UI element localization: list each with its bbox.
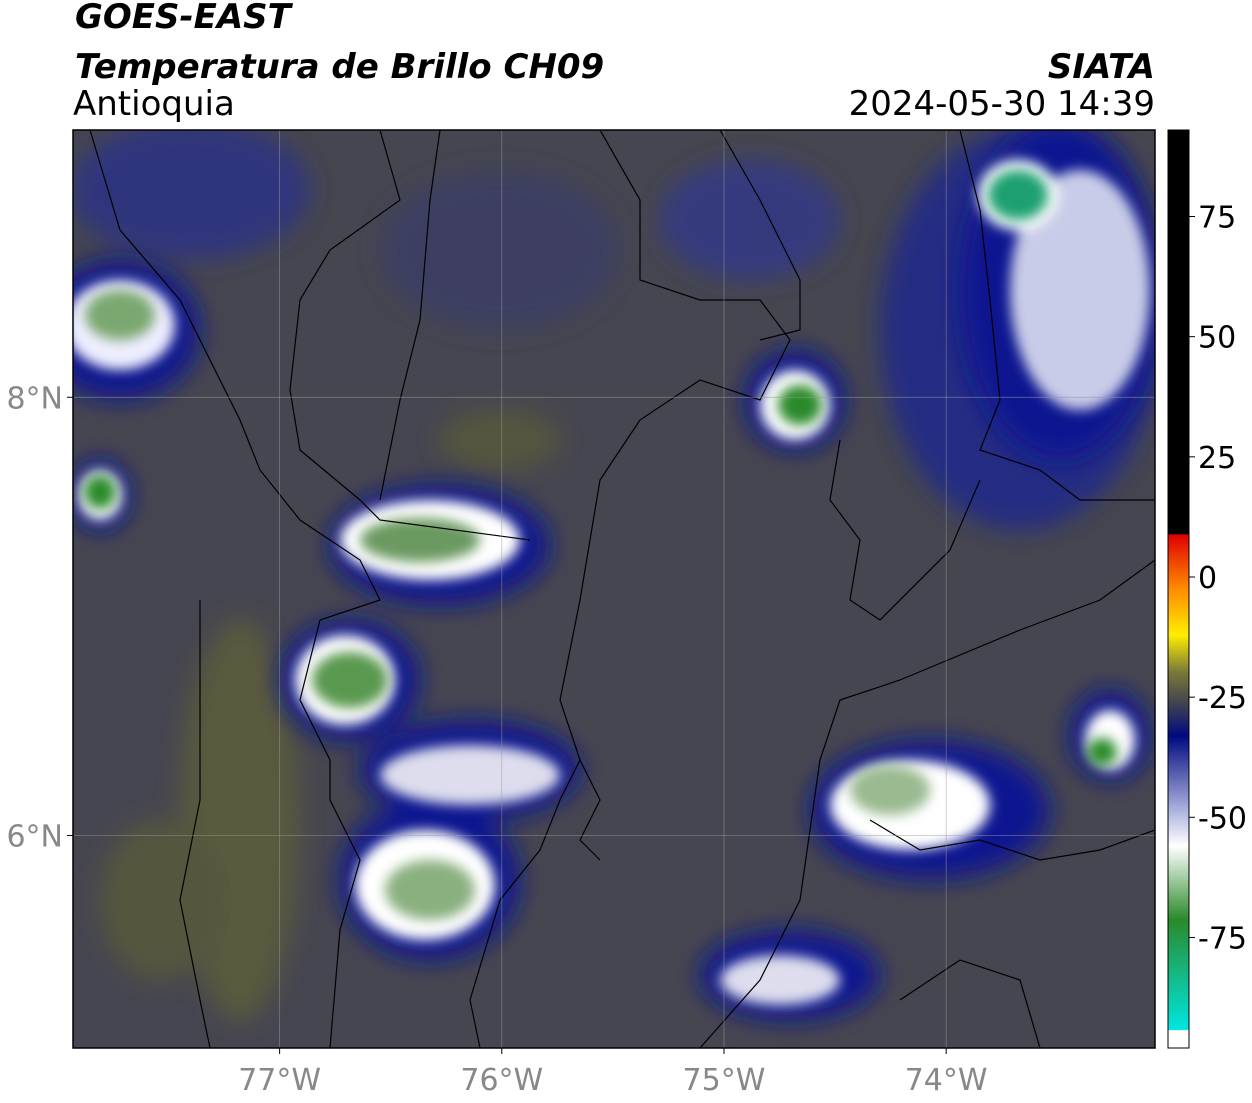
colorbar-tick-label: -50 [1198, 801, 1247, 836]
colorbar-tick-label: 50 [1198, 321, 1236, 356]
map-frame [72, 129, 1156, 1049]
y-tick-label: 8°N [6, 381, 63, 416]
colorbar-tick-label: 25 [1198, 441, 1236, 476]
colorbar-tick-label: -75 [1198, 921, 1247, 956]
colorbar-tick-label: 0 [1198, 561, 1217, 596]
region: Antioquia [73, 84, 235, 124]
colorbar-tick-label: 75 [1198, 201, 1236, 236]
source: SIATA [1048, 47, 1155, 87]
y-tick-label: 6°N [6, 819, 63, 854]
x-tick-label: 74°W [905, 1063, 988, 1098]
title: GOES-EAST [75, 0, 294, 37]
colorbar-tick-label: -25 [1198, 681, 1247, 716]
x-tick-label: 77°W [238, 1063, 321, 1098]
datetime: 2024-05-30 14:39 [849, 84, 1155, 124]
x-tick-label: 75°W [683, 1063, 766, 1098]
boundaries [89, 130, 1155, 1048]
x-tick-label: 76°W [460, 1063, 543, 1098]
subtitle: Temperatura de Brillo CH09 [75, 47, 604, 87]
grid [73, 130, 1155, 1048]
satellite-image [73, 130, 1155, 1048]
colorbar [1167, 129, 1190, 1049]
